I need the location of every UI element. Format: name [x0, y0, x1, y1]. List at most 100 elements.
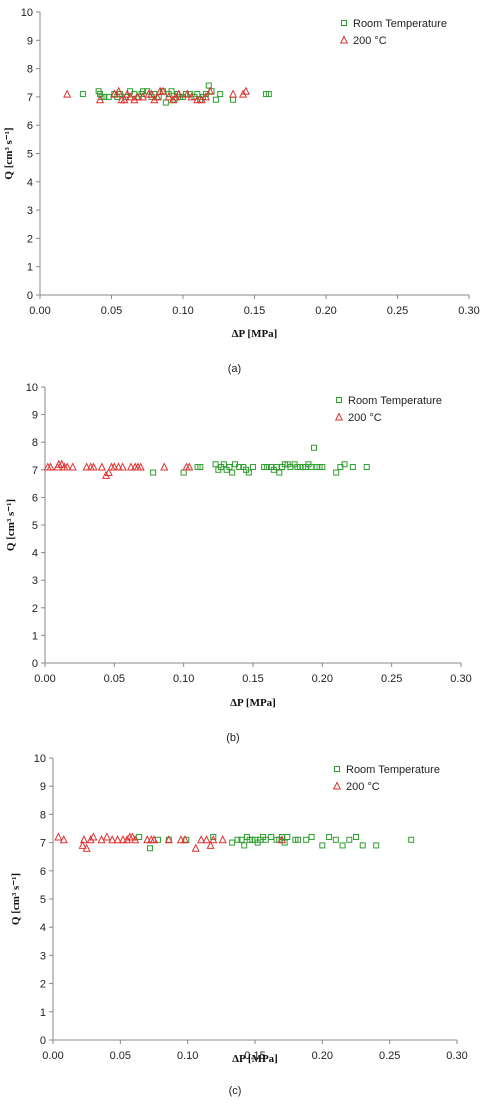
y-tick-label: 2: [32, 603, 38, 615]
data-point: [230, 96, 237, 103]
x-tick-label: 0.30: [458, 305, 479, 317]
legend-label: Room Temperature: [353, 18, 447, 30]
data-point: [108, 835, 117, 844]
y-tick-label: 0: [32, 658, 38, 670]
data-point: [57, 459, 66, 468]
data-point: [349, 464, 356, 471]
data-point: [187, 92, 196, 101]
x-tick-label: 0.10: [173, 673, 194, 685]
x-tick-label: 0.00: [34, 673, 55, 685]
data-point: [118, 462, 127, 471]
x-axis-label: ΔP [MPa]: [232, 1053, 278, 1065]
y-tick-label: 1: [40, 1007, 46, 1019]
legend: Room Temperature 200 °C: [334, 395, 442, 424]
data-point: [276, 469, 283, 476]
data-point: [341, 461, 348, 468]
data-point: [149, 835, 159, 844]
data-point: [101, 93, 108, 100]
data-point: [210, 833, 217, 840]
data-point: [201, 92, 210, 101]
data-point: [268, 833, 275, 840]
legend-marker: [341, 20, 347, 26]
x-tick-label: 0.20: [315, 305, 336, 317]
data-point: [97, 835, 106, 844]
y-tick-label: 9: [27, 35, 33, 47]
data-point: [82, 462, 91, 471]
data-point: [332, 836, 339, 843]
y-tick-label: 5: [32, 520, 38, 532]
y-tick-label: 0: [40, 1035, 46, 1047]
data-point: [176, 835, 185, 844]
y-tick-label: 6: [40, 866, 46, 878]
x-tick-label: 0.05: [110, 1050, 131, 1062]
x-tick-label: 0.05: [101, 305, 122, 317]
data-point: [250, 464, 256, 471]
y-tick-label: 2: [27, 233, 33, 245]
x-tick-label: 0.15: [242, 673, 263, 685]
data-point: [183, 89, 192, 98]
data-point: [339, 842, 346, 849]
data-point: [311, 444, 318, 451]
data-point: [68, 462, 77, 471]
y-tick-label: 0: [27, 290, 33, 302]
data-point: [126, 92, 135, 101]
data-point: [226, 464, 233, 471]
data-point: [209, 835, 218, 844]
data-point: [273, 464, 280, 471]
x-tick-label: 0.30: [450, 673, 471, 685]
data-point: [123, 89, 132, 98]
data-point: [147, 89, 156, 98]
data-point: [180, 469, 187, 476]
data-point: [82, 843, 91, 852]
data-point: [408, 836, 415, 843]
data-point: [126, 462, 136, 471]
data-point: [136, 833, 143, 840]
data-point: [120, 95, 129, 104]
legend: Room Temperature 200 °C: [339, 18, 447, 47]
series-200c: [54, 832, 286, 852]
legend-marker: [334, 412, 344, 421]
y-axis-label: Q [cm³ s⁻¹]: [5, 499, 17, 551]
y-tick-label: 5: [27, 149, 33, 161]
data-point: [206, 840, 215, 849]
data-point: [46, 462, 55, 471]
legend-label: 200 °C: [346, 781, 380, 793]
data-point: [326, 833, 333, 840]
data-point: [319, 464, 326, 471]
y-tick-label: 7: [27, 92, 33, 104]
y-tick-label: 4: [27, 177, 33, 189]
data-point: [353, 833, 359, 840]
x-tick-label: 0.15: [244, 305, 265, 317]
data-point: [63, 462, 72, 471]
legend-marker: [332, 781, 342, 790]
data-point: [185, 462, 194, 471]
data-point: [206, 86, 215, 95]
data-point: [363, 464, 370, 471]
x-axis-label: ΔP [MPa]: [230, 697, 276, 709]
data-point: [59, 835, 68, 844]
series-200c: [43, 459, 194, 479]
y-tick-label: 8: [32, 437, 38, 449]
y-tick-label: 10: [26, 382, 38, 394]
panel-caption: (b): [226, 732, 239, 744]
data-point: [128, 832, 137, 841]
data-point: [265, 91, 272, 98]
x-tick-label: 0.30: [446, 1050, 467, 1062]
data-point: [97, 462, 106, 471]
chart-panel-b: 0 1 2 3 4 5 6 7 8 9 10 0.00 0.05 0.10 0.15 0.20 0.25 0.30…: [5, 382, 472, 744]
data-point: [263, 464, 270, 471]
legend-marker: [336, 397, 342, 403]
legend-label: Room Temperature: [348, 395, 442, 407]
legend-marker: [334, 766, 340, 772]
legend-label: 200 °C: [353, 35, 387, 47]
data-point: [138, 92, 148, 101]
x-axis-label: ΔP [MPa]: [232, 328, 278, 340]
data-point: [114, 86, 123, 95]
legend-label: Room Temperature: [346, 764, 440, 776]
panel-caption: (a): [228, 363, 241, 375]
y-tick-label: 3: [27, 205, 33, 217]
y-tick-label: 1: [27, 262, 33, 274]
data-point: [191, 843, 200, 852]
data-point: [102, 832, 111, 841]
data-point: [118, 835, 128, 844]
